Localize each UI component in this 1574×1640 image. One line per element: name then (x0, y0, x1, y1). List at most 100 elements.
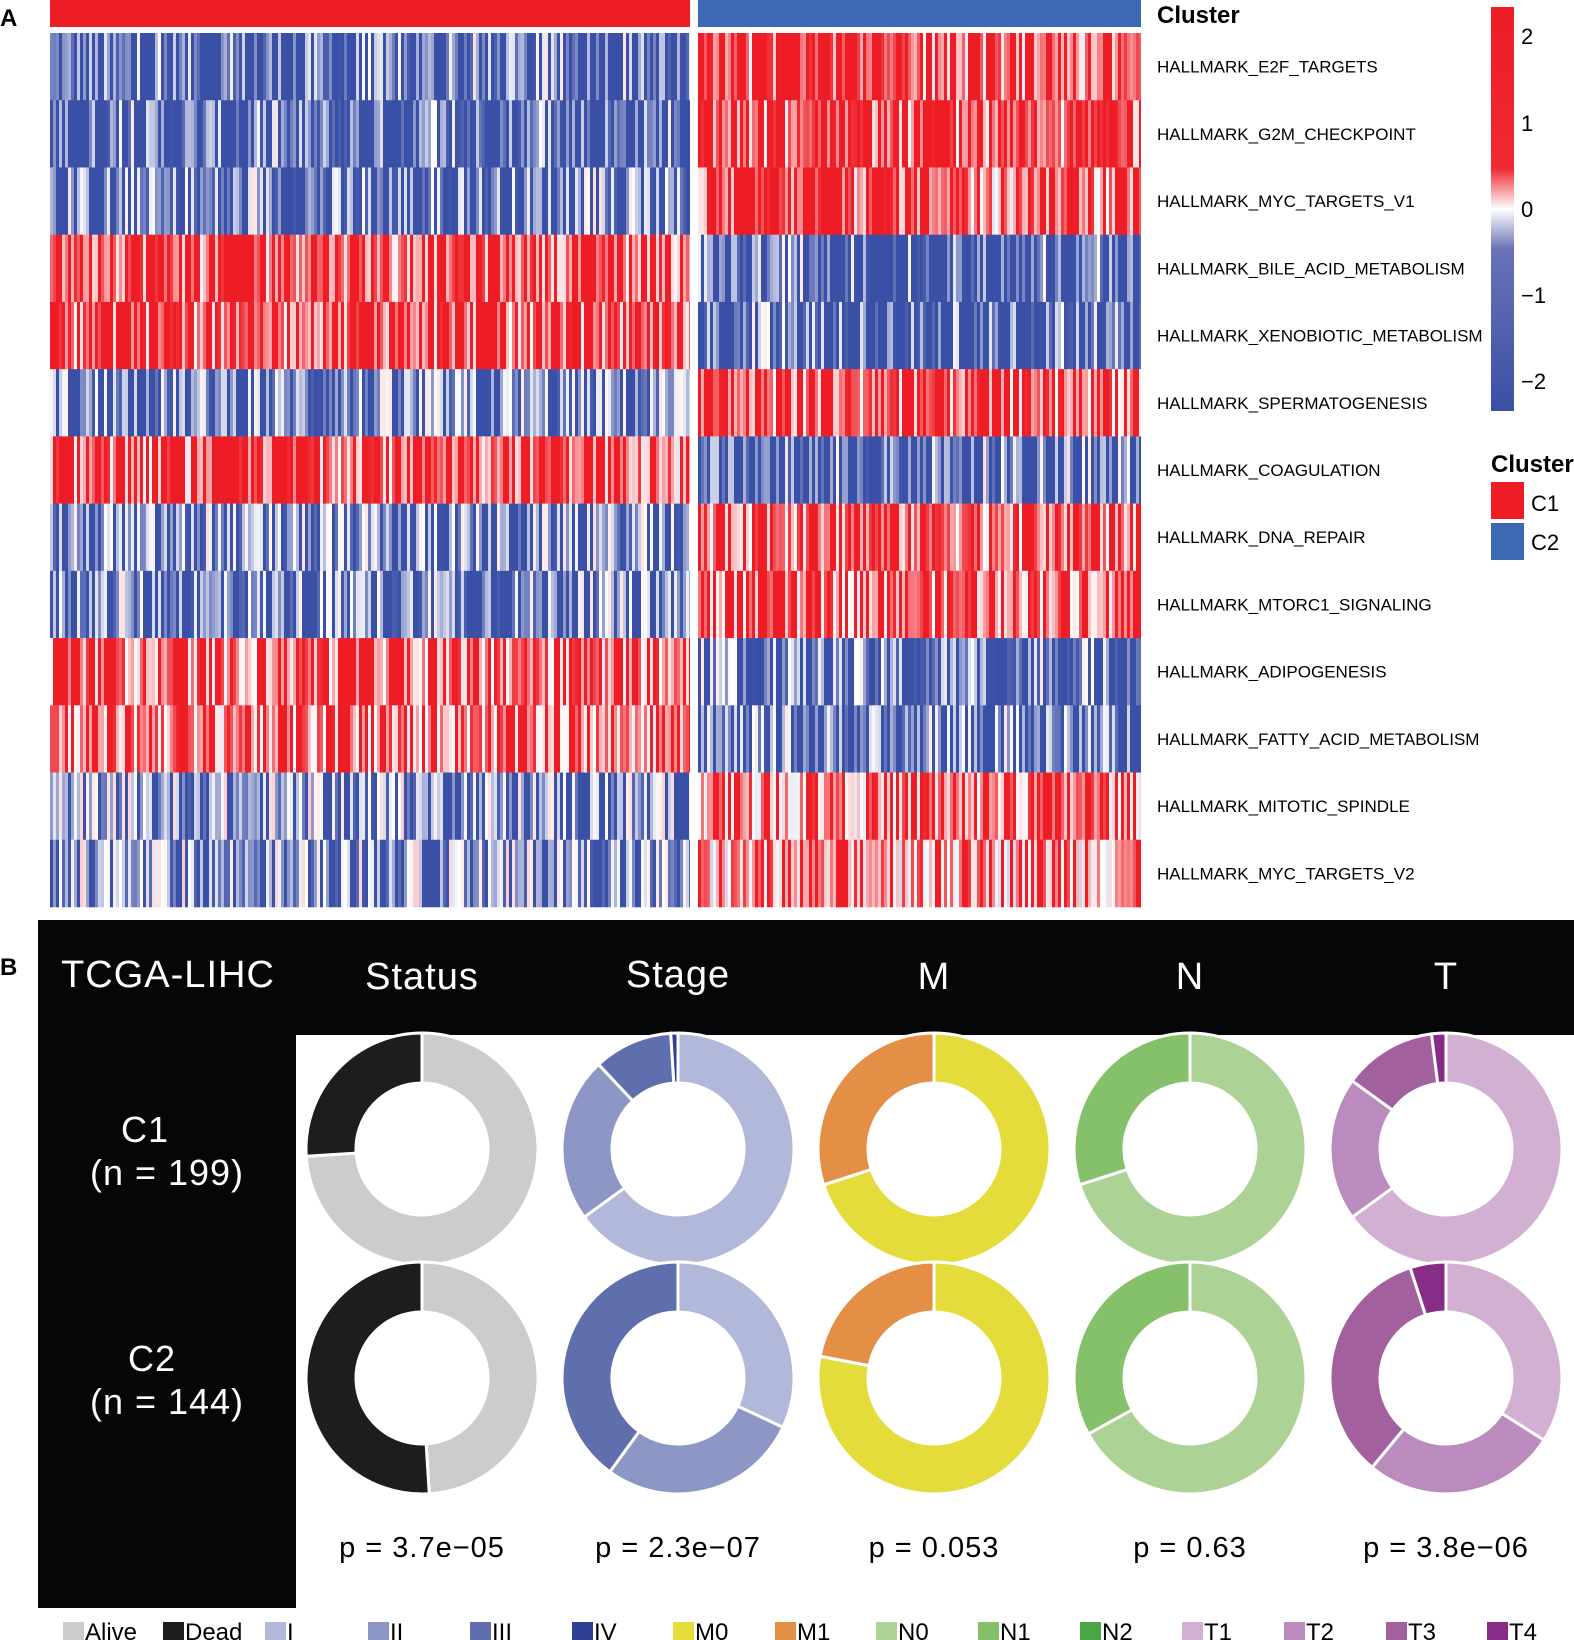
heatmap-cell (542, 503, 545, 572)
heatmap-cell (251, 369, 254, 437)
heatmap-cell (806, 167, 809, 235)
heatmap-cell (86, 705, 89, 773)
heatmap-cell (326, 100, 329, 168)
heatmap-cell (923, 234, 926, 303)
heatmap-cell (701, 369, 704, 437)
heatmap-cell (86, 33, 89, 101)
heatmap-cell (233, 436, 236, 504)
heatmap-cell (419, 705, 422, 773)
heatmap-cell (605, 33, 608, 101)
heatmap-cell (1070, 705, 1073, 773)
heatmap-cell (398, 369, 401, 437)
heatmap-cell (806, 301, 809, 370)
heatmap-cell (107, 167, 110, 235)
heatmap-cell (488, 33, 491, 101)
heatmap-cell (986, 839, 989, 908)
heatmap-cell (167, 369, 170, 437)
heatmap-cell (668, 570, 671, 639)
heatmap-cell (1022, 369, 1025, 437)
heatmap-cell (635, 369, 638, 437)
heatmap-cell (914, 705, 917, 773)
heatmap-cell (737, 301, 740, 370)
heatmap-cell (647, 570, 650, 639)
heatmap-cell (329, 503, 332, 572)
heatmap-cell (752, 167, 755, 235)
heatmap-cell (101, 167, 104, 235)
heatmap-cell (578, 167, 581, 235)
heatmap-cell (158, 772, 161, 841)
heatmap-cell (578, 100, 581, 168)
heatmap-cell (257, 234, 260, 303)
heatmap-cell (1064, 33, 1067, 101)
heatmap-cell (326, 436, 329, 504)
heatmap-cell (62, 33, 65, 101)
heatmap-cell (887, 839, 890, 908)
heatmap-cell (911, 839, 914, 908)
heatmap-cell (353, 772, 356, 841)
donut-slice-stage-c2-i (676, 1260, 796, 1430)
heatmap-cell (809, 301, 812, 370)
heatmap-cell (608, 772, 611, 841)
heatmap-cell (293, 301, 296, 370)
heatmap-cell (869, 33, 872, 101)
heatmap-cell (164, 503, 167, 572)
heatmap-cell (479, 301, 482, 370)
heatmap-cell (968, 503, 971, 572)
heatmap-cell (677, 638, 680, 706)
heatmap-cell (62, 772, 65, 841)
heatmap-cell (1079, 705, 1082, 773)
heatmap-cell (275, 638, 278, 706)
heatmap-cell (1127, 839, 1130, 908)
heatmap-cell (821, 839, 824, 908)
heatmap-cell (710, 772, 713, 841)
heatmap-cell (347, 234, 350, 303)
heatmap-cell (65, 570, 68, 639)
heatmap-cell (494, 839, 497, 908)
heatmap-cell (1118, 167, 1121, 235)
heatmap-cell (944, 638, 947, 706)
heatmap-cell (185, 705, 188, 773)
heatmap-cell (320, 638, 323, 706)
heatmap-cell (197, 503, 200, 572)
heatmap-cell (929, 839, 932, 908)
heatmap-cell (173, 369, 176, 437)
heatmap-cell (890, 33, 893, 101)
heatmap-cell (734, 167, 737, 235)
heatmap-cell (590, 570, 593, 639)
heatmap-cell (1091, 772, 1094, 841)
heatmap-cell (440, 705, 443, 773)
heatmap-cell (167, 503, 170, 572)
heatmap-cell (701, 772, 704, 841)
heatmap-cell (1082, 772, 1085, 841)
heatmap-cell (467, 839, 470, 908)
heatmap-cell (1001, 705, 1004, 773)
heatmap-cell (1136, 234, 1139, 303)
heatmap-cell (785, 503, 788, 572)
heatmap-cell (971, 100, 974, 168)
heatmap-cell (923, 369, 926, 437)
heatmap-cell (95, 570, 98, 639)
heatmap-cell (524, 570, 527, 639)
heatmap-cell (497, 33, 500, 101)
heatmap-cell (782, 705, 785, 773)
heatmap-cell (1133, 436, 1136, 504)
heatmap-cell (725, 301, 728, 370)
heatmap-cell (893, 570, 896, 639)
heatmap-cell (101, 234, 104, 303)
heatmap-cell (881, 33, 884, 101)
heatmap-cell (416, 503, 419, 572)
heatmap-cell (683, 436, 686, 504)
heatmap-cell (362, 33, 365, 101)
heatmap-cell (1139, 705, 1141, 773)
heatmap-cell (434, 369, 437, 437)
heatmap-cell (356, 772, 359, 841)
heatmap-cell (614, 638, 617, 706)
heatmap-cell (674, 436, 677, 504)
heatmap-cell (101, 301, 104, 370)
heatmap-cell (998, 839, 1001, 908)
heatmap-cell (497, 638, 500, 706)
heatmap-cell (383, 436, 386, 504)
heatmap-cell (995, 301, 998, 370)
heatmap-cell (290, 436, 293, 504)
heatmap-cell (467, 638, 470, 706)
